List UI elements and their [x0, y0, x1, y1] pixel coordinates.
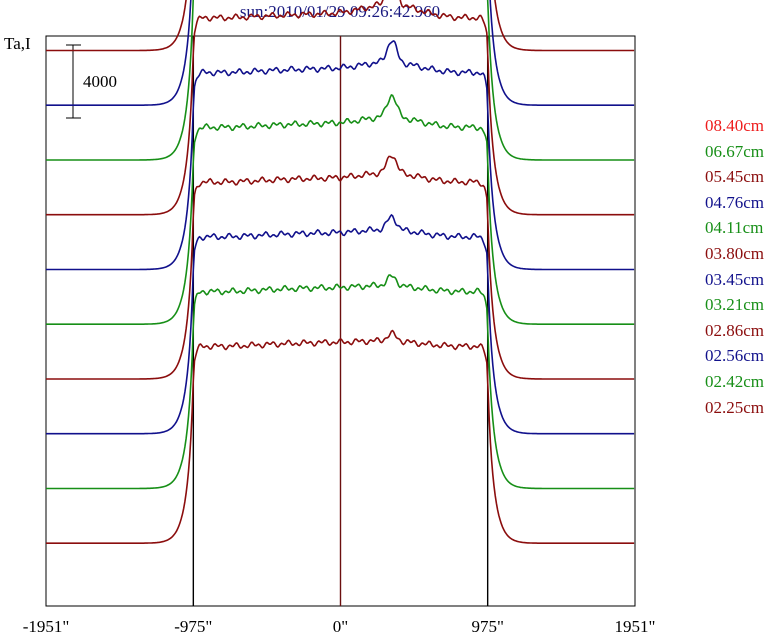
y-axis-label: Ta,I [4, 34, 31, 53]
scale-bar: 4000 [66, 44, 117, 119]
series-lines [46, 0, 635, 545]
series-line-03.80cm [46, 0, 635, 216]
legend-item: 02.56cm [705, 346, 765, 366]
x-tick-labels: -1951" -975" 0" 975" 1951" [23, 617, 656, 636]
legend-item: 03.21cm [705, 295, 765, 315]
series-line-03.21cm [46, 94, 635, 326]
legend-item: 06.67cm [705, 141, 765, 161]
series-line-02.56cm [46, 213, 635, 435]
scale-bar-label: 4000 [83, 72, 117, 91]
legend-item: 05.45cm [705, 167, 765, 187]
x-tick-label: -975" [174, 617, 212, 636]
legend-item: 02.25cm [705, 397, 765, 417]
legend-item: 04.76cm [705, 192, 765, 212]
legend-item: 04.11cm [705, 218, 764, 238]
legend-item: 02.42cm [705, 371, 765, 391]
series-line-02.25cm [46, 329, 635, 545]
series-line-02.42cm [46, 274, 635, 490]
series-line-04.76cm [46, 0, 635, 106]
legend: 08.40cm 06.67cm 05.45cm 04.76cm 04.11cm 03.80… [705, 113, 764, 420]
x-tick-label: -1951" [23, 617, 70, 636]
legend-item: 03.45cm [705, 269, 765, 289]
x-tick-label: 975" [471, 617, 503, 636]
legend-item: 02.86cm [705, 320, 765, 340]
series-line-03.45cm [46, 39, 635, 271]
series-line-04.11cm [46, 0, 635, 161]
series-line-05.45cm [46, 0, 635, 52]
legend-item: 03.80cm [705, 243, 765, 263]
x-tick-label: 1951" [615, 617, 656, 636]
chart-title: sun:2010/01/29 09:26:42.960 [239, 2, 441, 21]
series-line-02.86cm [46, 155, 635, 380]
legend-item: 08.40cm [705, 116, 765, 135]
x-tick-label: 0" [333, 617, 348, 636]
